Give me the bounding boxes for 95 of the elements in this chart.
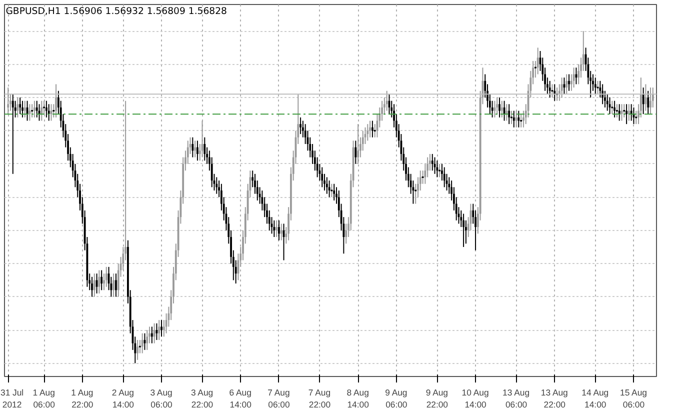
- candlestick: [548, 80, 551, 98]
- candlestick: [357, 124, 360, 164]
- candlestick: [520, 114, 522, 128]
- x-tick-label: 13 Aug 22:00: [540, 388, 568, 410]
- candlestick: [369, 120, 372, 138]
- x-tick-label: 3 Aug 22:00: [190, 388, 214, 410]
- candlestick: [280, 223, 282, 241]
- candlestick: [31, 104, 34, 118]
- candlestick: [40, 100, 43, 122]
- x-tick-label: 13 Aug 06:00: [502, 388, 530, 410]
- candlestick: [115, 273, 117, 298]
- candlestick: [496, 97, 498, 115]
- candlestick: [572, 67, 575, 88]
- candlestick: [498, 97, 500, 118]
- candlestick: [650, 87, 652, 115]
- candlestick: [192, 136, 194, 158]
- candlestick: [36, 100, 38, 118]
- x-tick-label: 9 Aug 22:00: [426, 388, 448, 410]
- candlestick: [12, 94, 14, 174]
- candlestick: [328, 180, 330, 198]
- candlestick: [136, 339, 138, 360]
- candlestick: [45, 100, 48, 118]
- candlestick: [330, 183, 333, 198]
- candlestick: [278, 220, 280, 241]
- candlestick: [28, 104, 31, 122]
- candlestick: [438, 163, 441, 178]
- candlestick: [512, 110, 515, 128]
- candlestick: [333, 183, 336, 201]
- candlestick: [204, 136, 206, 162]
- candlestick: [436, 160, 438, 178]
- candlestick: [7, 87, 10, 115]
- candlestick: [153, 322, 156, 344]
- candlestick: [216, 176, 218, 194]
- candlestick: [594, 77, 596, 95]
- candlestick: [141, 332, 144, 354]
- candlestick: [24, 100, 26, 118]
- candlestick: [494, 100, 496, 118]
- candlestick: [443, 166, 446, 188]
- candlestick: [647, 90, 650, 115]
- x-tick-label: 8 Aug 14:00: [346, 388, 370, 410]
- candlestick: [560, 77, 563, 98]
- candlestick: [575, 67, 578, 85]
- candlestick: [160, 320, 162, 338]
- candlestick: [431, 153, 434, 172]
- x-tick-label: 7 Aug 06:00: [268, 388, 290, 410]
- candlestick: [616, 104, 618, 118]
- candlestick: [626, 104, 628, 125]
- candlestick: [536, 47, 539, 75]
- candlestick: [158, 320, 160, 340]
- candlestick: [93, 273, 96, 298]
- candlestick: [194, 140, 196, 158]
- candlestick: [22, 100, 24, 118]
- candlestick: [326, 176, 328, 194]
- candlestick: [105, 266, 108, 288]
- candlestick: [614, 100, 616, 118]
- candlestick: [500, 100, 503, 118]
- candlestick: [196, 140, 198, 162]
- candlestick: [150, 326, 153, 344]
- candlestick: [55, 84, 57, 118]
- candlestick: [34, 100, 36, 118]
- candlestick: [276, 220, 278, 238]
- x-tick-label: 15 Aug 06:00: [620, 388, 648, 410]
- x-tick-label: 3 Aug 06:00: [150, 388, 173, 410]
- candlestick: [611, 100, 614, 115]
- candlestick: [354, 140, 357, 164]
- chart-title: GBPUSD,H1 1.56906 1.56932 1.56809 1.56828: [6, 6, 228, 18]
- candlestick: [518, 110, 520, 128]
- candlestick: [568, 74, 570, 92]
- x-tick-label: 1 Aug 06:00: [32, 388, 56, 410]
- candlestick: [98, 270, 100, 294]
- candlestick: [508, 104, 510, 125]
- candlestick: [566, 74, 568, 95]
- candlestick: [371, 120, 374, 138]
- candlestick: [300, 116, 302, 135]
- candlestick: [642, 87, 644, 115]
- x-tick-label: 6 Aug 14:00: [229, 388, 252, 410]
- candlestick: [146, 330, 148, 350]
- candlestick: [19, 97, 22, 115]
- x-tick-label: 14 Aug 14:00: [582, 388, 609, 410]
- candlestick: [462, 213, 464, 248]
- x-tick-label: 7 Aug 22:00: [308, 388, 331, 410]
- x-tick-label: 2 Aug 14:00: [112, 388, 134, 410]
- candlestick: [321, 166, 324, 188]
- candlestick: [16, 97, 19, 118]
- x-tick-label: 10 Aug 14:00: [462, 388, 489, 410]
- x-tick-label: 1 Aug 22:00: [71, 388, 94, 410]
- x-tick-label: 9 Aug 06:00: [385, 388, 408, 410]
- candlestick: [366, 124, 369, 142]
- candlestick: [100, 270, 103, 291]
- candlestick: [386, 90, 388, 112]
- x-tick-label: 31 Jul 2012: [0, 388, 24, 410]
- candlestick: [606, 94, 608, 112]
- candlestick: [112, 273, 115, 298]
- candlestick: [91, 276, 93, 298]
- candlestick: [273, 220, 276, 238]
